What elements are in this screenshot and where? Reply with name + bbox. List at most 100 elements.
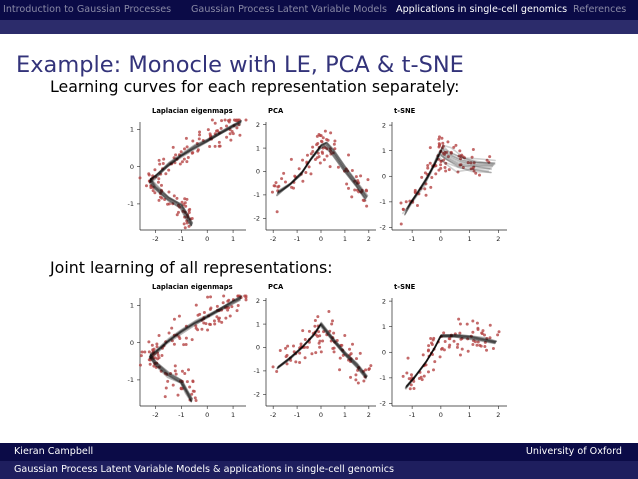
- data-point: [336, 165, 340, 169]
- data-point: [331, 347, 335, 351]
- data-point: [318, 345, 322, 349]
- data-point: [317, 330, 321, 334]
- data-point: [274, 181, 278, 185]
- nav-item-introduction[interactable]: Introduction to Gaussian Processes: [3, 4, 172, 15]
- slide-title: Example: Monocle with LE, PCA & t-SNE: [16, 52, 464, 78]
- data-point: [354, 378, 358, 382]
- data-point: [317, 145, 321, 149]
- data-point: [485, 348, 489, 352]
- data-point: [458, 353, 462, 357]
- data-point: [487, 160, 491, 164]
- data-point: [401, 374, 405, 378]
- data-point: [183, 147, 187, 151]
- data-point: [340, 343, 344, 347]
- data-point: [357, 366, 361, 370]
- data-point: [307, 329, 311, 333]
- curve-line: [276, 143, 367, 199]
- data-point: [317, 341, 321, 345]
- data-point: [198, 130, 202, 134]
- data-point: [179, 150, 183, 154]
- curve-line: [149, 299, 241, 359]
- curve-line: [149, 297, 242, 358]
- data-point: [157, 198, 161, 202]
- data-point: [300, 345, 304, 349]
- nav-item-applications[interactable]: Applications in single-cell genomics: [396, 4, 568, 15]
- data-point: [471, 330, 475, 334]
- data-point: [343, 334, 347, 338]
- data-point: [479, 344, 483, 348]
- data-point: [315, 143, 319, 147]
- curve-line: [149, 179, 193, 226]
- curve-line: [148, 356, 192, 403]
- data-point: [480, 331, 484, 335]
- data-point: [362, 379, 366, 383]
- data-point: [156, 353, 160, 357]
- nav-item-gplvm[interactable]: Gaussian Process Latent Variable Models: [191, 4, 387, 15]
- data-point: [423, 187, 427, 191]
- curve-line: [404, 151, 492, 214]
- data-point: [143, 350, 147, 354]
- data-point: [348, 347, 352, 351]
- data-point: [409, 383, 413, 387]
- y-tick-label: -2: [254, 214, 260, 222]
- data-point: [153, 168, 157, 172]
- data-point: [164, 172, 168, 176]
- data-point: [305, 153, 309, 157]
- data-point: [442, 152, 446, 156]
- data-point: [472, 169, 476, 173]
- data-point: [182, 203, 186, 207]
- x-tick-label: -1: [178, 411, 184, 419]
- data-point: [317, 155, 321, 159]
- data-point: [297, 167, 301, 171]
- data-point: [204, 322, 208, 326]
- data-point: [311, 149, 315, 153]
- data-point: [285, 353, 289, 357]
- data-point: [152, 352, 156, 356]
- data-point: [162, 157, 166, 161]
- data-point: [182, 222, 186, 226]
- data-point: [244, 298, 248, 302]
- data-point: [349, 357, 353, 361]
- curve-line: [277, 322, 368, 378]
- x-tick-label: 0: [319, 411, 323, 419]
- data-point: [437, 137, 441, 141]
- data-point: [426, 163, 430, 167]
- data-point: [332, 331, 336, 335]
- data-point: [331, 336, 335, 340]
- data-point: [472, 161, 476, 165]
- nav-item-references[interactable]: References: [573, 4, 627, 15]
- y-tick-label: 0: [130, 163, 134, 171]
- data-point: [452, 145, 456, 149]
- data-point: [309, 152, 313, 156]
- data-point: [138, 363, 142, 367]
- data-point: [148, 358, 152, 362]
- data-point: [482, 333, 486, 337]
- data-point: [362, 369, 366, 373]
- curve-line: [404, 152, 492, 213]
- data-point: [229, 138, 233, 142]
- y-tick-label: -2: [380, 224, 386, 232]
- data-point: [165, 372, 169, 376]
- data-point: [408, 387, 412, 391]
- footer-author: Kieran Campbell: [14, 446, 94, 457]
- header-stripe: [0, 20, 638, 34]
- data-point: [195, 141, 199, 145]
- data-point: [217, 131, 221, 135]
- curve-line: [405, 333, 498, 387]
- data-point: [166, 379, 170, 383]
- data-point: [180, 379, 184, 383]
- y-tick-label: 1: [382, 147, 386, 155]
- x-tick-label: 2: [496, 411, 500, 419]
- data-point: [332, 350, 336, 354]
- subtitle-joint: Joint learning of all representations:: [50, 258, 333, 277]
- data-point: [437, 145, 441, 149]
- data-point: [160, 353, 164, 357]
- data-point: [353, 179, 357, 183]
- data-point: [301, 158, 305, 162]
- data-point: [448, 337, 452, 341]
- data-point: [345, 182, 349, 186]
- data-point: [149, 184, 153, 188]
- data-point: [202, 311, 206, 315]
- data-point: [272, 184, 276, 188]
- data-point: [163, 197, 167, 201]
